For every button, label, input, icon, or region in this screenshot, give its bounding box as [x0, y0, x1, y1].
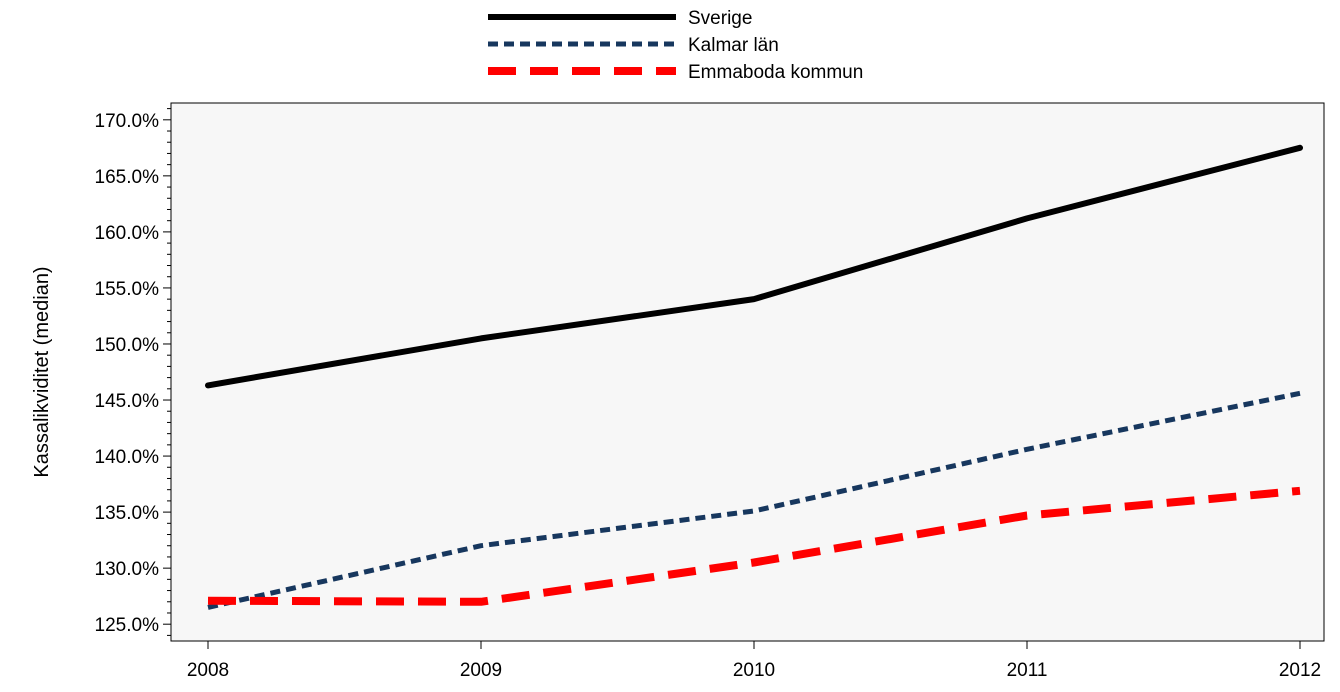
legend-label-0: Sverige	[688, 8, 752, 29]
x-tick-label: 2012	[1279, 660, 1321, 681]
y-tick-label: 125.0%	[95, 615, 160, 636]
x-tick-label: 2011	[1007, 660, 1048, 681]
y-tick-label: 155.0%	[95, 279, 160, 300]
y-tick-label: 145.0%	[95, 391, 160, 412]
x-axis: 2008 2009 2010 2011 2012	[187, 641, 1321, 681]
y-tick-label: 170.0%	[95, 111, 160, 132]
y-tick-label: 165.0%	[95, 167, 160, 188]
x-tick-label: 2008	[187, 660, 229, 681]
y-tick-label: 140.0%	[95, 447, 160, 468]
series-line-0	[205, 144, 1303, 389]
x-tick-label: 2009	[460, 660, 502, 681]
x-tick-label: 2010	[733, 660, 775, 681]
series-line-2	[207, 486, 1301, 606]
series-lines	[205, 144, 1303, 610]
legend-label-1: Kalmar län	[688, 35, 779, 56]
legend: Sverige Kalmar län Emmaboda kommun	[488, 8, 863, 83]
y-axis-title: Kassalikviditet (median)	[31, 266, 53, 477]
y-tick-label: 160.0%	[95, 223, 160, 244]
y-axis: 125.0% 130.0% 135.0% 140.0% 145.0% 150.0% 155.…	[95, 108, 171, 636]
y-tick-label: 150.0%	[95, 335, 160, 356]
y-tick-label: 135.0%	[95, 503, 160, 524]
legend-label-2: Emmaboda kommun	[688, 62, 863, 83]
y-tick-label: 130.0%	[95, 559, 160, 580]
